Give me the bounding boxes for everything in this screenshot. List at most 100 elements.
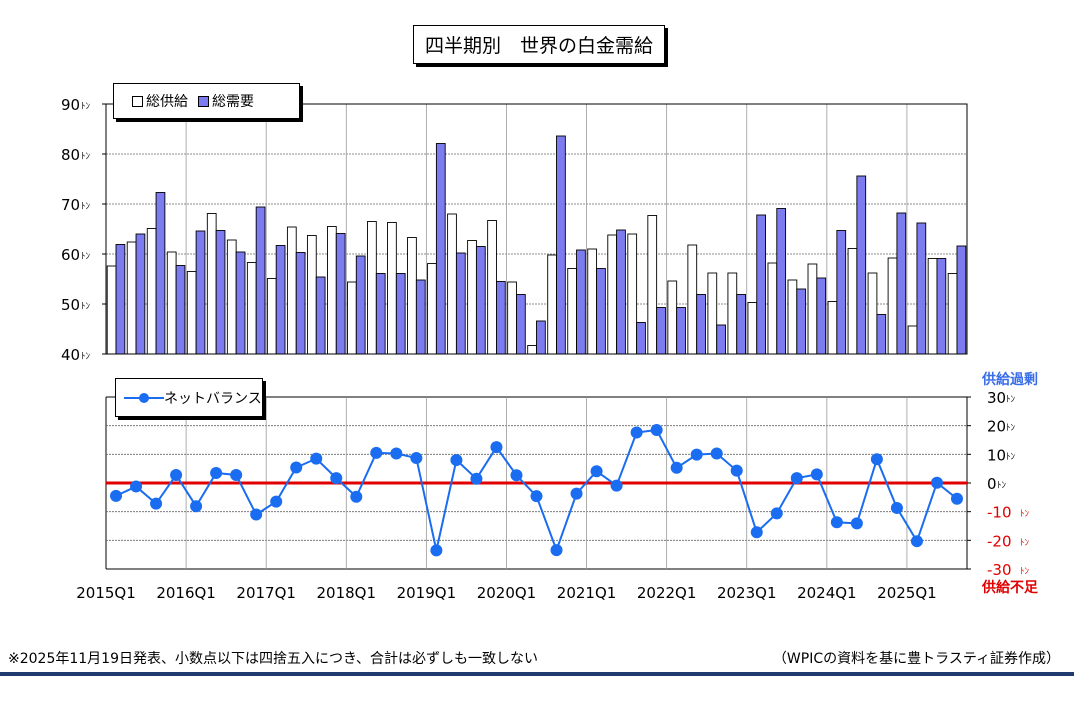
- demand-bar: [435, 143, 446, 355]
- supply-bar: [807, 263, 818, 355]
- net-balance-point: [550, 544, 563, 557]
- right-y-tick-unit: ﾄﾝ: [1006, 395, 1016, 405]
- supply-bar: [607, 234, 618, 355]
- x-tick-label: 2017Q1: [236, 584, 296, 602]
- net-balance-point: [450, 454, 463, 467]
- supply-bar: [887, 257, 898, 355]
- net-balance-point: [710, 447, 723, 460]
- net-balance-line: [115, 428, 958, 554]
- net-balance-point: [130, 480, 143, 493]
- supply-bar: [947, 273, 958, 355]
- y-tick-unit: ﾄﾝ: [81, 102, 91, 112]
- supply-bar: [747, 302, 758, 355]
- x-tick-label: 2025Q1: [877, 584, 937, 602]
- right-y-tick-label: -30: [987, 561, 1012, 579]
- demand-bar: [596, 268, 606, 355]
- right-y-tick-unit: ﾄﾝ: [1020, 567, 1030, 577]
- legend-item-supply: 総供給: [132, 91, 188, 111]
- right-y-tick-unit: ﾄﾝ: [1020, 510, 1030, 520]
- net-balance-point: [110, 489, 123, 502]
- net-balance-point: [950, 492, 963, 505]
- demand-bar: [816, 277, 827, 355]
- right-y-tick-unit: ﾄﾝ: [1020, 538, 1030, 548]
- supply-bar: [787, 279, 798, 355]
- demand-bar: [516, 294, 526, 355]
- net-balance-point: [810, 468, 823, 481]
- net-balance-point: [630, 426, 643, 439]
- y-tick-label: 90: [61, 96, 80, 114]
- bar-legend: 総供給 総需要: [113, 83, 300, 119]
- supply-swatch: [132, 95, 143, 107]
- supply-bar: [847, 248, 858, 355]
- source-note: （WPICの資料を基に豊トラスティ証券作成）: [772, 651, 1060, 667]
- supply-bar: [727, 272, 738, 355]
- y-tick-unit: ﾄﾝ: [81, 202, 91, 212]
- net-balance-point: [350, 490, 363, 503]
- x-tick-label: 2015Q1: [76, 584, 136, 602]
- x-tick-label: 2019Q1: [397, 584, 457, 602]
- net-balance-point: [850, 517, 863, 530]
- supply-bar: [587, 248, 598, 355]
- demand-bar: [375, 273, 386, 355]
- right-y-tick-label: 20: [987, 418, 1006, 436]
- net-balance-point: [150, 497, 163, 510]
- right-y-tick-label: 30: [987, 389, 1006, 407]
- demand-bar: [576, 249, 586, 355]
- x-tick-label: 2021Q1: [557, 584, 617, 602]
- demand-bar: [556, 135, 566, 355]
- net-balance-point: [670, 461, 683, 474]
- supply-bar: [707, 272, 718, 355]
- supply-bar: [647, 215, 658, 355]
- demand-bar: [656, 307, 666, 355]
- net-balance-point: [770, 507, 783, 520]
- supply-bar: [206, 213, 217, 355]
- demand-bar: [776, 208, 787, 355]
- net-balance-point: [270, 495, 283, 508]
- legend-item-demand: 総需要: [198, 91, 254, 111]
- net-balance-point: [470, 472, 483, 485]
- supply-bar: [827, 301, 838, 355]
- supply-bar: [266, 278, 277, 355]
- net-balance-point: [650, 423, 663, 436]
- supply-bar: [367, 221, 377, 355]
- right-y-tick-unit: ﾄﾝ: [1006, 452, 1016, 462]
- demand-bar: [916, 222, 927, 355]
- y-tick-unit: ﾄﾝ: [81, 252, 91, 262]
- net-balance-point: [210, 466, 223, 479]
- y-tick-label: 40: [61, 346, 80, 364]
- footer-bar: [0, 672, 1074, 676]
- demand-bar: [335, 233, 346, 355]
- demand-bar: [215, 230, 226, 355]
- demand-bar: [395, 273, 406, 355]
- x-tick-label: 2022Q1: [637, 584, 697, 602]
- right-y-tick-label: -10: [987, 504, 1012, 522]
- net-balance-point: [330, 472, 343, 485]
- demand-bar: [295, 252, 306, 355]
- demand-bar: [936, 258, 947, 355]
- y-tick-unit: ﾄﾝ: [81, 302, 91, 312]
- supply-bar: [186, 271, 197, 355]
- net-balance-point: [690, 448, 703, 461]
- top-plot-border: [105, 103, 968, 355]
- x-tick-label: 2020Q1: [477, 584, 537, 602]
- demand-bar: [876, 314, 887, 355]
- net-balance-point: [370, 446, 383, 459]
- demand-bar: [616, 229, 626, 355]
- supply-bar: [286, 226, 297, 355]
- supply-bar: [907, 325, 918, 355]
- right-y-tick-label: 0: [987, 475, 997, 493]
- net-balance-point: [930, 476, 943, 489]
- supply-bar: [627, 233, 638, 355]
- supply-bar: [547, 254, 557, 355]
- x-tick-label: 2024Q1: [797, 584, 857, 602]
- net-legend-marker: [124, 392, 164, 403]
- net-balance-point: [510, 469, 523, 482]
- supply-bar: [867, 272, 878, 355]
- demand-bar: [716, 324, 726, 355]
- surplus-label: 供給過剰: [981, 371, 1038, 388]
- net-balance-point: [310, 452, 323, 465]
- demand-bar: [315, 276, 326, 355]
- x-tick-label: 2018Q1: [317, 584, 377, 602]
